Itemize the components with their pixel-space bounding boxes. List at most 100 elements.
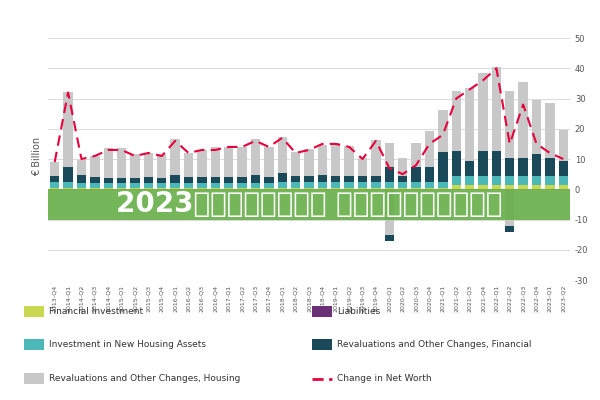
Bar <box>251 188 260 189</box>
Bar <box>518 82 528 158</box>
Bar <box>251 175 260 183</box>
Bar <box>344 182 354 188</box>
Bar <box>371 140 380 176</box>
Bar <box>291 152 300 176</box>
Bar <box>278 137 287 173</box>
Bar <box>251 139 260 175</box>
Bar <box>545 103 554 158</box>
Bar <box>130 154 140 178</box>
Bar <box>532 176 541 185</box>
Bar <box>425 131 434 167</box>
Bar <box>211 183 220 188</box>
Text: Liabilities: Liabilities <box>337 307 380 316</box>
Bar <box>90 188 100 189</box>
Bar <box>311 339 332 350</box>
Bar <box>304 182 314 188</box>
Bar <box>117 183 127 188</box>
Bar <box>385 167 394 182</box>
Bar <box>90 177 100 183</box>
Bar <box>184 188 193 189</box>
Bar <box>224 183 233 188</box>
Bar <box>545 185 554 189</box>
Bar <box>224 188 233 189</box>
Bar <box>264 188 274 189</box>
Bar <box>238 147 247 177</box>
Bar <box>157 188 166 189</box>
Bar <box>197 177 206 183</box>
Bar <box>48 189 570 220</box>
Bar <box>545 176 554 185</box>
Bar <box>452 185 461 189</box>
Bar <box>318 144 327 175</box>
Bar <box>371 188 380 189</box>
Bar <box>318 188 327 189</box>
Bar <box>559 176 568 185</box>
Bar <box>64 182 73 188</box>
Bar <box>157 178 166 183</box>
Bar <box>385 143 394 167</box>
Bar <box>238 183 247 188</box>
Bar <box>197 150 206 177</box>
Bar <box>492 176 501 185</box>
Bar <box>211 147 220 177</box>
Bar <box>318 182 327 188</box>
Bar <box>358 176 367 182</box>
Bar <box>238 188 247 189</box>
Bar <box>518 158 528 176</box>
Bar <box>90 156 100 177</box>
Bar <box>238 177 247 183</box>
Bar <box>23 373 44 384</box>
Bar <box>344 176 354 182</box>
Bar <box>465 160 474 176</box>
Bar <box>492 185 501 189</box>
Bar <box>144 153 153 177</box>
Bar <box>545 158 554 176</box>
Text: Revaluations and Other Changes, Financial: Revaluations and Other Changes, Financia… <box>337 340 532 349</box>
Bar <box>505 158 514 176</box>
Bar <box>304 188 314 189</box>
Bar <box>559 160 568 176</box>
Bar <box>331 182 340 188</box>
Bar <box>344 188 354 189</box>
Bar <box>197 188 206 189</box>
Text: Change in Net Worth: Change in Net Worth <box>337 374 432 383</box>
Bar <box>64 92 73 167</box>
Bar <box>64 188 73 189</box>
Bar <box>559 185 568 189</box>
Bar <box>412 143 421 167</box>
Bar <box>264 177 274 183</box>
Bar <box>50 176 59 182</box>
Bar <box>157 183 166 188</box>
Bar <box>50 162 59 176</box>
Bar <box>117 148 127 178</box>
Bar <box>144 183 153 188</box>
Bar <box>412 167 421 182</box>
Bar <box>398 158 407 176</box>
Bar <box>505 185 514 189</box>
Bar <box>311 306 332 317</box>
Bar <box>170 139 180 175</box>
Bar <box>438 152 448 182</box>
Bar <box>465 176 474 185</box>
Bar <box>492 152 501 176</box>
Bar <box>385 188 394 189</box>
Bar <box>278 173 287 182</box>
Text: 2023十大股票配资平台 澳门火锅加盟详情攻略: 2023十大股票配资平台 澳门火锅加盟详情攻略 <box>116 190 502 218</box>
Bar <box>492 67 501 152</box>
Bar <box>425 188 434 189</box>
Bar <box>184 183 193 188</box>
Bar <box>211 188 220 189</box>
Bar <box>170 183 180 188</box>
Bar <box>465 88 474 160</box>
Bar <box>251 183 260 188</box>
Bar <box>304 176 314 182</box>
Bar <box>23 339 44 350</box>
Bar <box>304 149 314 176</box>
Bar <box>278 182 287 188</box>
Bar <box>438 110 448 152</box>
Bar <box>318 175 327 182</box>
Bar <box>505 226 514 232</box>
Bar <box>224 147 233 177</box>
Bar <box>157 154 166 178</box>
Bar <box>398 182 407 188</box>
